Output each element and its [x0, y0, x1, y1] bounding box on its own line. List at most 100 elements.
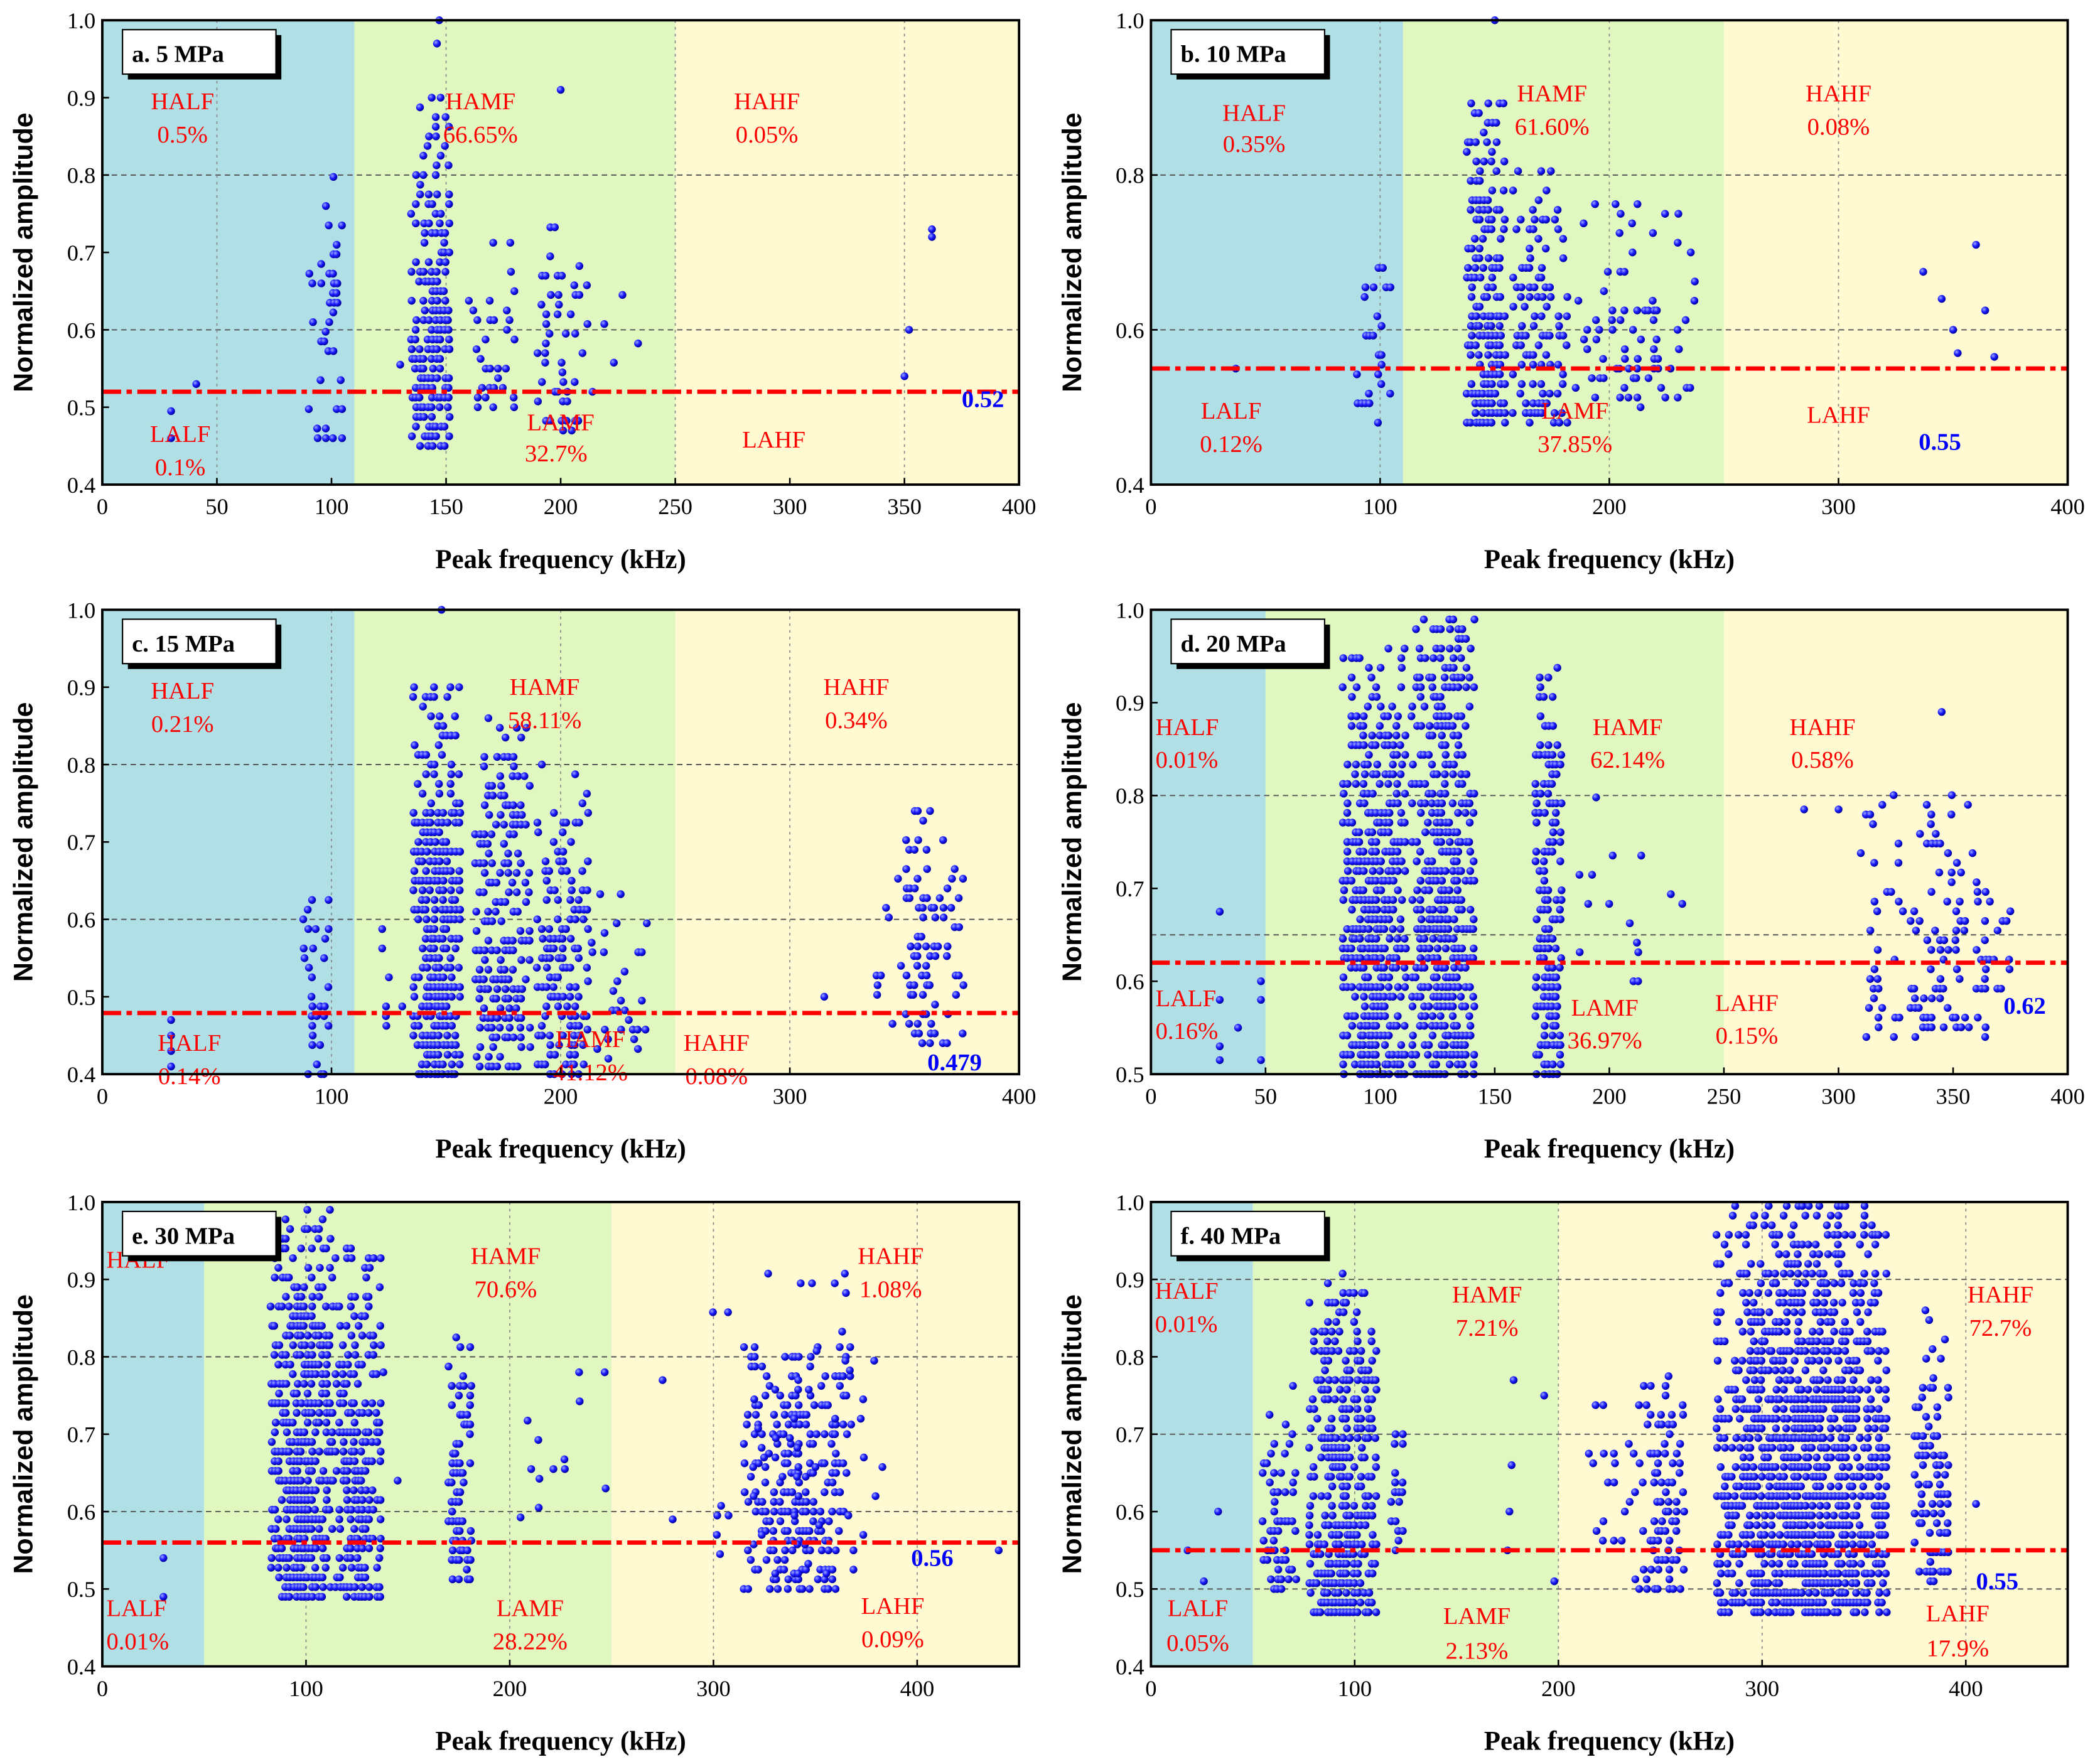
data-point	[335, 1554, 343, 1562]
data-point	[1357, 1424, 1365, 1432]
data-point	[1837, 1279, 1846, 1287]
data-point	[1492, 119, 1500, 127]
data-point	[376, 1544, 384, 1552]
data-point	[313, 424, 321, 432]
data-point	[761, 1392, 770, 1400]
data-point	[1531, 857, 1540, 866]
data-point	[375, 1419, 384, 1427]
data-point	[492, 994, 500, 1003]
y-tick-label: 0.8	[1116, 783, 1144, 808]
data-point	[1420, 1022, 1429, 1030]
data-point	[1347, 876, 1356, 885]
data-point	[571, 1051, 579, 1059]
data-point	[1794, 1376, 1802, 1384]
data-point	[717, 1501, 725, 1510]
data-point	[1874, 1013, 1883, 1022]
x-tick-label: 100	[1363, 494, 1397, 519]
data-point	[1804, 1453, 1812, 1462]
data-point	[1357, 1482, 1365, 1491]
data-point	[1823, 1501, 1831, 1510]
data-point	[448, 1022, 456, 1030]
data-point	[439, 876, 448, 885]
data-point	[1993, 927, 2002, 935]
data-point	[373, 1564, 381, 1572]
data-point	[1428, 857, 1436, 866]
data-point	[496, 869, 504, 877]
data-point	[1449, 654, 1458, 662]
data-point	[783, 1585, 792, 1593]
data-point	[1551, 992, 1560, 1001]
data-point	[1986, 898, 1994, 906]
data-point	[790, 1414, 799, 1423]
data-point	[1652, 335, 1661, 344]
data-point	[922, 962, 930, 970]
data-point	[289, 1419, 297, 1427]
data-point	[1772, 1366, 1780, 1375]
data-point	[1529, 360, 1537, 369]
data-point	[1433, 954, 1442, 962]
low-frequency-band	[1151, 20, 1403, 485]
data-point	[451, 1449, 460, 1458]
data-point	[1848, 1231, 1856, 1239]
data-point	[375, 1428, 384, 1436]
data-point	[456, 886, 464, 894]
data-point	[1864, 1444, 1872, 1452]
data-point	[876, 971, 885, 980]
data-point	[1339, 896, 1347, 904]
data-point	[1517, 283, 1526, 291]
data-point	[583, 886, 591, 894]
data-point	[324, 1022, 333, 1030]
data-point	[1802, 1269, 1810, 1278]
data-point	[559, 426, 568, 435]
title-box	[1170, 618, 1325, 665]
data-point	[442, 838, 451, 846]
data-point	[293, 1467, 301, 1475]
data-point	[315, 1331, 323, 1340]
data-point	[1500, 215, 1509, 224]
data-point	[1760, 1337, 1769, 1346]
data-point	[1289, 1382, 1297, 1390]
data-point	[1472, 409, 1480, 417]
data-point	[562, 925, 570, 933]
data-point	[806, 1362, 814, 1371]
data-point	[433, 161, 441, 169]
data-point	[542, 896, 551, 904]
data-point	[321, 1303, 330, 1311]
data-point	[1923, 936, 1932, 945]
data-point	[817, 1382, 826, 1390]
data-point	[1368, 1356, 1376, 1365]
data-point	[1856, 1240, 1864, 1249]
data-point	[308, 1022, 316, 1030]
data-point	[308, 279, 316, 287]
data-point	[831, 1414, 839, 1423]
data-point	[361, 1573, 370, 1582]
data-point	[1532, 915, 1541, 923]
data-point	[1488, 274, 1497, 282]
data-point	[559, 828, 567, 837]
data-point	[1647, 1382, 1655, 1390]
data-point	[769, 1527, 778, 1535]
data-point	[504, 849, 512, 857]
data-point	[159, 1593, 168, 1601]
data-point	[559, 992, 568, 1001]
data-point	[328, 1437, 337, 1446]
data-point	[332, 1380, 341, 1388]
data-point	[1739, 1550, 1747, 1559]
data-point	[571, 983, 580, 991]
data-point	[509, 772, 517, 780]
data-point	[1334, 1589, 1343, 1597]
data-point	[790, 1517, 799, 1525]
data-point	[1374, 370, 1382, 379]
data-point	[1360, 1453, 1369, 1462]
data-point	[1343, 760, 1352, 769]
data-point	[633, 1045, 642, 1053]
data-point	[955, 971, 963, 980]
data-point	[431, 113, 440, 121]
x-tick-label: 0	[1145, 494, 1156, 519]
data-point	[1757, 1356, 1765, 1365]
data-point	[588, 938, 596, 947]
data-point	[1376, 780, 1384, 788]
y-axis-label: Normalized amplitude	[8, 1294, 38, 1574]
data-point	[1765, 1366, 1773, 1375]
data-point	[1672, 1517, 1680, 1525]
